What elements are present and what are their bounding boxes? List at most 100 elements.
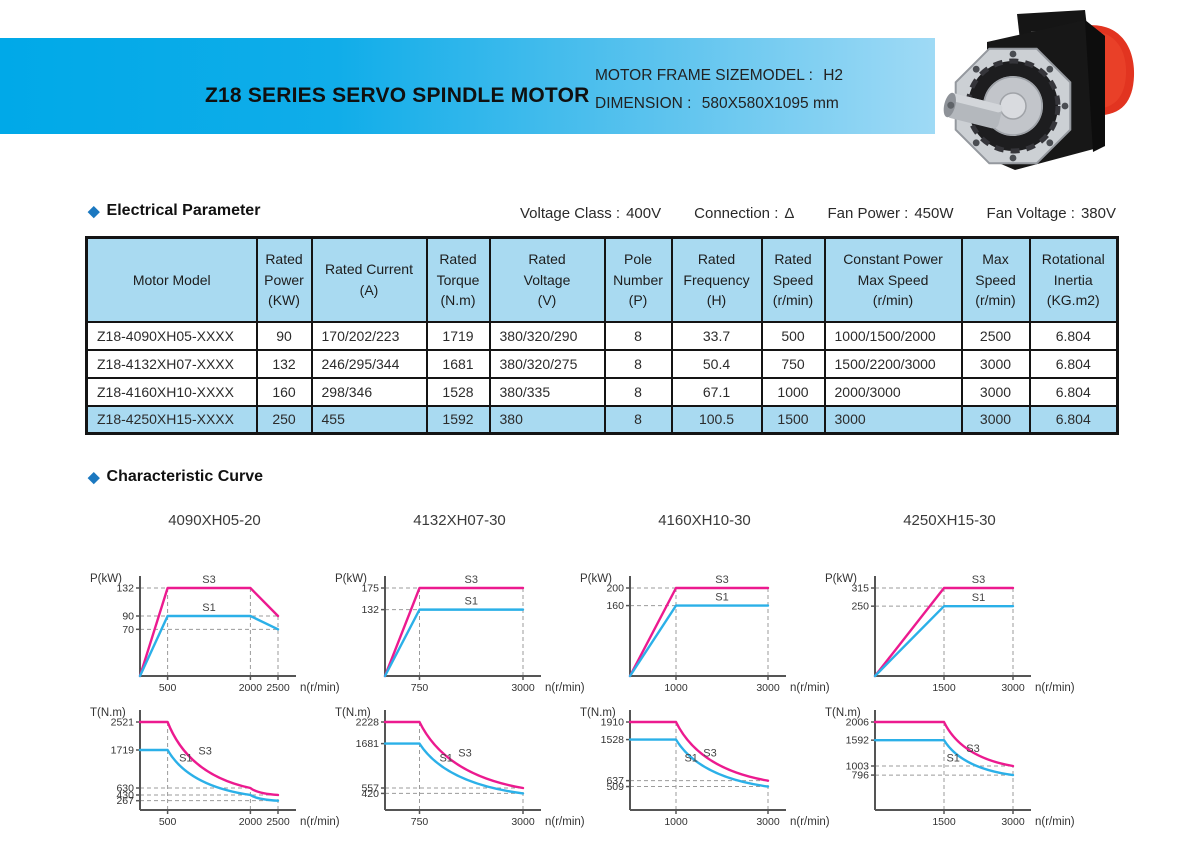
table-cell: 380/320/275 [488, 348, 606, 379]
svg-text:P(kW): P(kW) [90, 573, 122, 585]
svg-text:2000: 2000 [239, 682, 263, 694]
table-cell: 3000 [823, 404, 963, 435]
table-cell: 67.1 [670, 376, 763, 407]
svg-text:S3: S3 [198, 745, 211, 757]
svg-text:S1: S1 [972, 592, 985, 604]
svg-text:90: 90 [122, 611, 134, 623]
svg-text:S1: S1 [946, 753, 959, 765]
svg-text:750: 750 [411, 682, 429, 694]
table-row: Z18-4250XH15-XXXX 250 455 1592 380 8 100.5 1500… [85, 404, 1119, 435]
table-cell: 1719 [425, 320, 491, 351]
svg-text:2006: 2006 [846, 717, 870, 729]
table-cell: 170/202/223 [310, 320, 428, 351]
svg-text:T(N.m): T(N.m) [335, 707, 371, 719]
table-cell: 1681 [425, 348, 491, 379]
column-header: Rated Torque (N.m) [425, 236, 491, 323]
column-header: Rated Speed (r/min) [760, 236, 826, 323]
table-cell: 6.804 [1028, 376, 1119, 407]
column-header: Rated Voltage (V) [488, 236, 606, 323]
svg-text:2521: 2521 [111, 717, 135, 729]
svg-text:132: 132 [361, 604, 379, 616]
svg-text:P(kW): P(kW) [580, 573, 612, 585]
table-cell: 1528 [425, 376, 491, 407]
table-cell: 1000/1500/2000 [823, 320, 963, 351]
table-cell: Z18-4250XH15-XXXX [85, 404, 258, 435]
table-cell: 8 [603, 320, 673, 351]
table-cell: 50.4 [670, 348, 763, 379]
table-cell: 8 [603, 376, 673, 407]
svg-text:n(r/min): n(r/min) [300, 682, 340, 694]
table-cell: 132 [255, 348, 313, 379]
characteristic-curve-heading: ◆ Characteristic Curve [88, 468, 263, 486]
column-header: Rated Power (KW) [255, 236, 313, 323]
svg-text:S3: S3 [458, 747, 471, 759]
power-charts-row: 132 90 70 500 2000 2500 P(kW) n(r/min) S3 S1 175 13… [0, 564, 1200, 706]
table-cell: 3000 [960, 348, 1031, 379]
svg-text:S1: S1 [684, 752, 697, 764]
table-cell: 6.804 [1028, 404, 1119, 435]
motor-product-image [935, 0, 1200, 172]
svg-text:S3: S3 [972, 574, 985, 586]
svg-text:430: 430 [116, 789, 134, 801]
electrical-parameter-heading: ◆ Electrical Parameter [88, 202, 260, 220]
svg-text:n(r/min): n(r/min) [545, 816, 585, 828]
svg-text:160: 160 [606, 600, 624, 612]
frame-size-label: MOTOR FRAME SIZEMODEL : [595, 67, 813, 84]
column-header: Pole Number (P) [603, 236, 673, 323]
svg-text:750: 750 [411, 816, 429, 828]
table-cell: 8 [603, 404, 673, 435]
svg-text:250: 250 [851, 601, 869, 613]
table-cell: 6.804 [1028, 320, 1119, 351]
table-cell: 3000 [960, 376, 1031, 407]
svg-text:315: 315 [851, 583, 869, 595]
chart-title-4090: 4090XH05-20 [168, 512, 261, 529]
svg-text:S1: S1 [465, 596, 478, 608]
svg-text:3000: 3000 [1001, 816, 1025, 828]
table-cell: Z18-4160XH10-XXXX [85, 376, 258, 407]
column-header: Rated Frequency (H) [670, 236, 763, 323]
svg-text:S3: S3 [465, 574, 478, 586]
chart-title-4132: 4132XH07-30 [413, 512, 506, 529]
svg-text:S3: S3 [703, 747, 716, 759]
table-cell: 455 [310, 404, 428, 435]
table-cell: 380 [488, 404, 606, 435]
torque-4132-chart: 2228 1681 557 420 750 3000 T(N.m) n(r/min) S3 S1 [327, 698, 592, 838]
svg-text:637: 637 [606, 775, 624, 787]
svg-text:796: 796 [851, 770, 869, 782]
frame-size-value: H2 [823, 67, 844, 84]
svg-text:3000: 3000 [756, 682, 780, 694]
svg-text:P(kW): P(kW) [335, 573, 367, 585]
table-cell: 160 [255, 376, 313, 407]
svg-text:S1: S1 [715, 592, 728, 604]
table-cell: 33.7 [670, 320, 763, 351]
voltage-class: Voltage Class :400V [520, 205, 662, 222]
table-cell: 246/295/344 [310, 348, 428, 379]
table-row: Z18-4090XH05-XXXX 90 170/202/223 1719 380/32… [85, 320, 1119, 351]
frame-size-line: MOTOR FRAME SIZEMODEL : H2 [595, 62, 849, 90]
svg-text:n(r/min): n(r/min) [1035, 816, 1075, 828]
svg-text:n(r/min): n(r/min) [790, 682, 830, 694]
svg-text:509: 509 [606, 781, 624, 793]
diamond-bullet-icon: ◆ [88, 468, 100, 486]
table-cell: 380/335 [488, 376, 606, 407]
svg-text:500: 500 [159, 682, 177, 694]
table-cell: 2500 [960, 320, 1031, 351]
svg-text:3000: 3000 [511, 682, 535, 694]
table-cell: 500 [760, 320, 826, 351]
table-row: Z18-4132XH07-XXXX 132 246/295/344 1681 380/3… [85, 348, 1119, 379]
svg-text:1500: 1500 [932, 682, 956, 694]
svg-text:557: 557 [361, 783, 379, 795]
svg-text:1000: 1000 [664, 816, 688, 828]
svg-text:500: 500 [159, 816, 177, 828]
svg-text:3000: 3000 [756, 816, 780, 828]
svg-text:S3: S3 [966, 743, 979, 755]
svg-text:n(r/min): n(r/min) [545, 682, 585, 694]
svg-text:S1: S1 [202, 602, 215, 614]
chart-title-4250: 4250XH15-30 [903, 512, 996, 529]
fan-voltage: Fan Voltage :380V [986, 205, 1116, 222]
svg-text:175: 175 [361, 583, 379, 595]
table-cell: 750 [760, 348, 826, 379]
table-cell: 380/320/290 [488, 320, 606, 351]
svg-text:T(N.m): T(N.m) [90, 707, 126, 719]
